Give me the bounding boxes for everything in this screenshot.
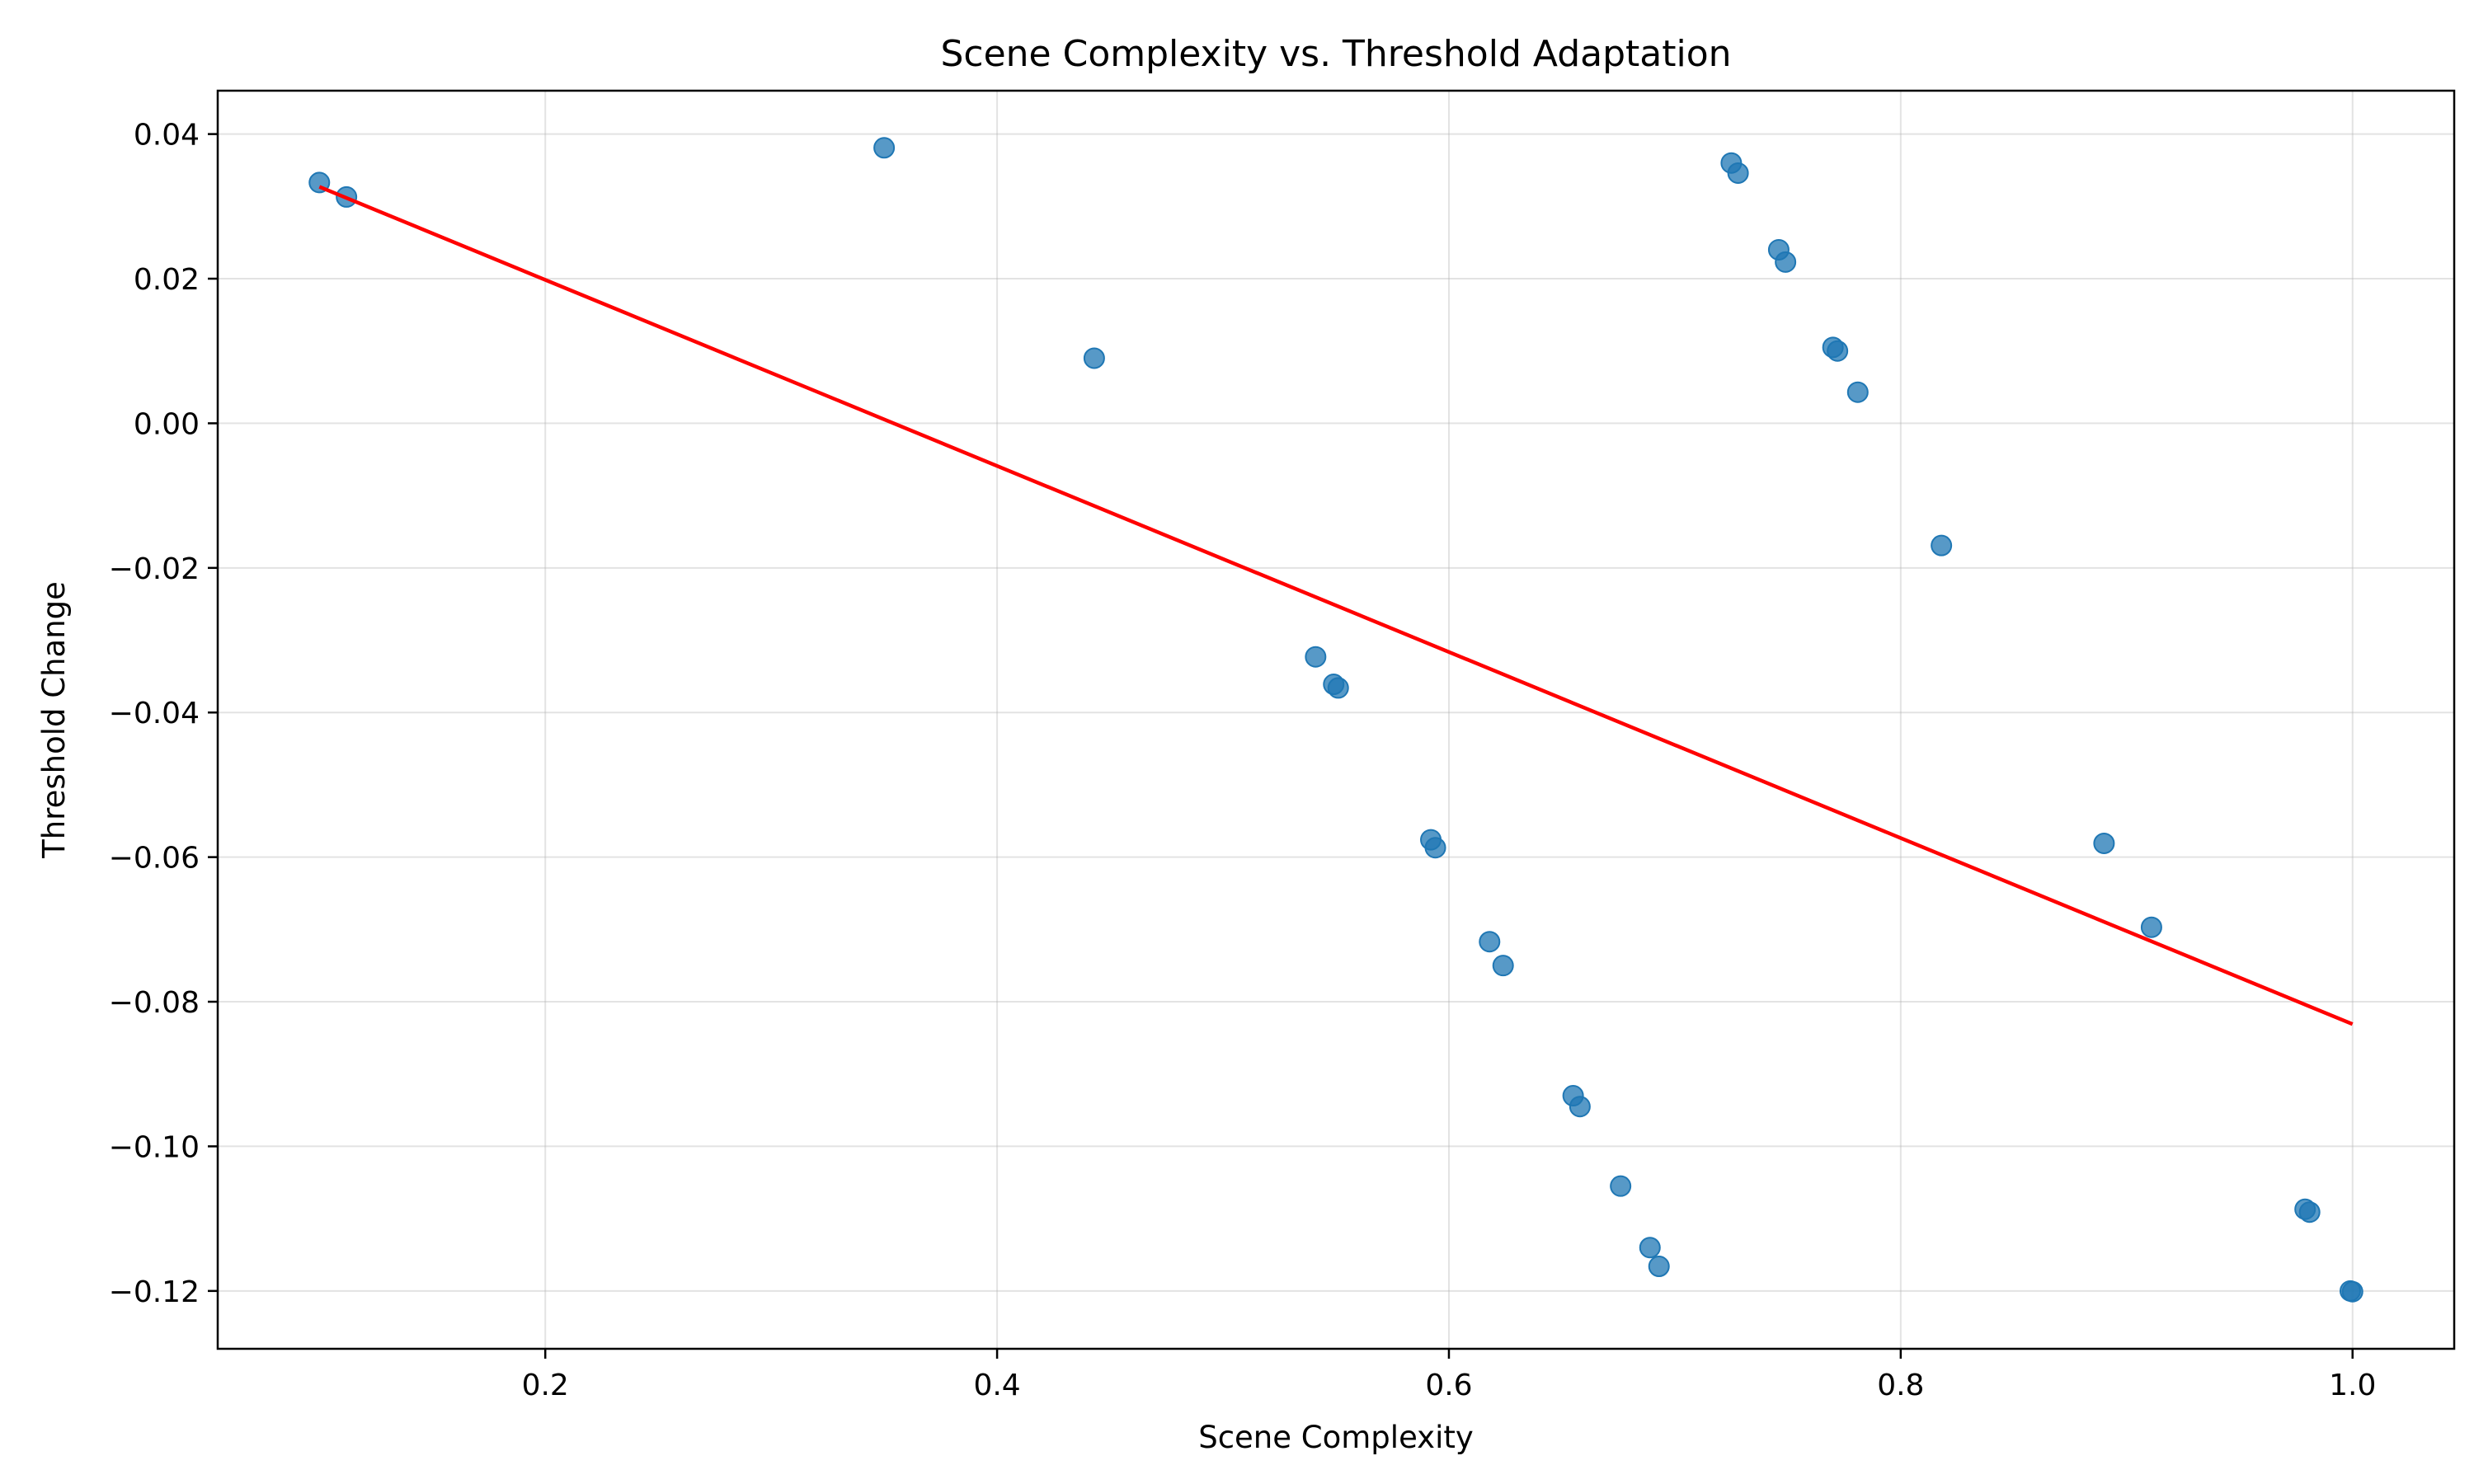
y-axis-label: Threshold Change (36, 581, 72, 859)
y-tick-label: 0.02 (134, 263, 200, 297)
x-axis-label: Scene Complexity (1198, 1420, 1474, 1455)
scatter-point (2093, 832, 2115, 854)
scatter-point (1327, 677, 1349, 699)
scatter-point (2140, 916, 2162, 938)
scatter-point (1083, 347, 1105, 369)
x-tick-label: 1.0 (2329, 1369, 2376, 1402)
plot-frame (216, 89, 2456, 1350)
x-tick-label: 0.6 (1425, 1369, 1472, 1402)
y-tick-label: −0.10 (109, 1130, 200, 1164)
y-tick-label: −0.04 (109, 697, 200, 730)
y-tick-label: 0.00 (134, 407, 200, 441)
regression-line (318, 185, 2354, 1026)
y-tick-label: −0.02 (109, 552, 200, 586)
y-tick-label: −0.12 (109, 1275, 200, 1309)
x-tick-label: 0.8 (1877, 1369, 1924, 1402)
scatter-point (1492, 955, 1514, 977)
scatter-point (1775, 251, 1797, 273)
plot-marks (308, 137, 2363, 1303)
scatter-point (1610, 1175, 1632, 1197)
grid (218, 91, 2454, 1349)
scatter-point (1424, 837, 1446, 859)
x-tick-label: 0.2 (522, 1369, 569, 1402)
y-tick-label: 0.04 (134, 119, 200, 153)
scatter-point (2341, 1280, 2363, 1303)
scatter-point (1639, 1237, 1661, 1259)
scatter-point (1846, 381, 1869, 403)
scatter-point (1305, 646, 1327, 668)
scatter-point (2298, 1201, 2321, 1223)
scatter-point (1569, 1096, 1591, 1118)
scatter-point (1931, 534, 1953, 556)
axis-ticks: 0.2 0.4 0.6 0.8 1.0 0.04 0.02 0.00 −0.02 −0.04 −0.… (109, 119, 2377, 1402)
scatter-point (1727, 162, 1749, 184)
scatter-point (1479, 931, 1501, 953)
y-tick-label: −0.06 (109, 842, 200, 876)
scatter-point (1827, 340, 1849, 362)
y-tick-label: −0.08 (109, 986, 200, 1020)
scatter-point (1648, 1256, 1670, 1278)
scatter-point (873, 137, 896, 159)
chart-title: Scene Complexity vs. Threshold Adaptatio… (940, 33, 1731, 75)
x-tick-label: 0.4 (973, 1369, 1020, 1402)
